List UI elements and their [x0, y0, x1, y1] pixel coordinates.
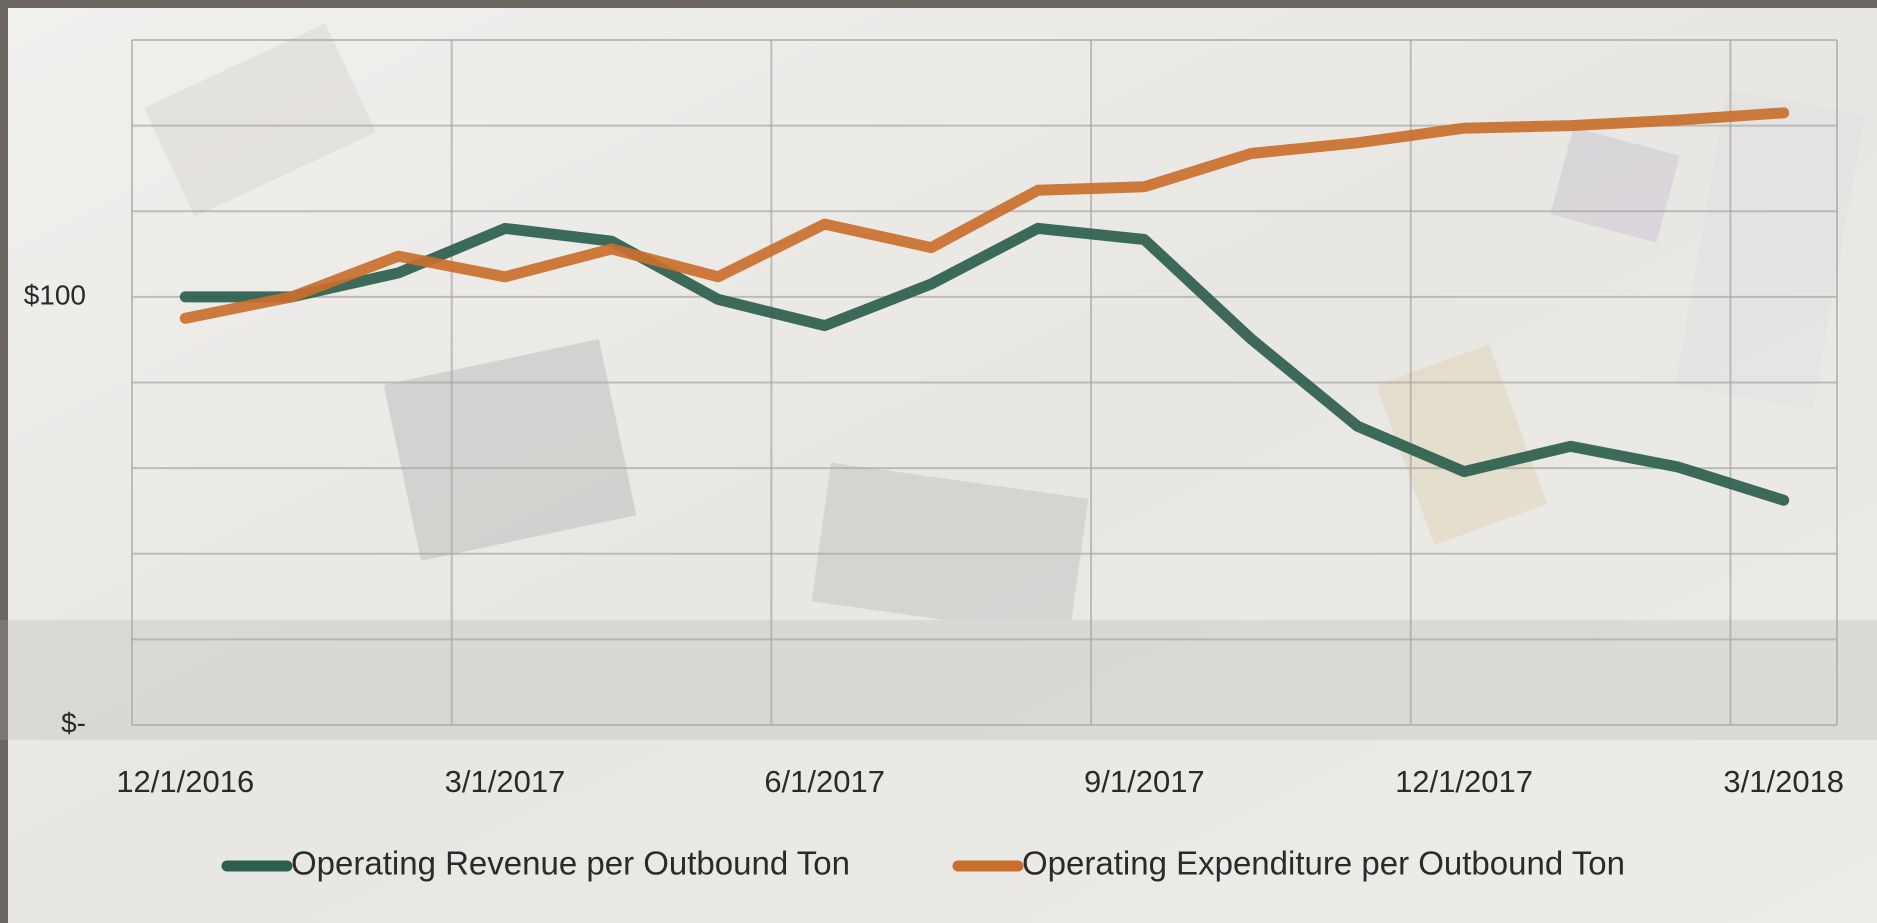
background — [8, 8, 1877, 923]
x-tick-label: 9/1/2017 — [1084, 764, 1205, 799]
y-tick-label: $- — [61, 707, 86, 738]
legend-label: Operating Revenue per Outbound Ton — [291, 845, 850, 882]
x-tick-label: 6/1/2017 — [764, 764, 885, 799]
legend-label: Operating Expenditure per Outbound Ton — [1022, 845, 1625, 882]
x-tick-label: 12/1/2016 — [116, 764, 254, 799]
axis-labels: $- $100 12/1/2016 3/1/2017 6/1/2017 9/1/2017 1… — [24, 279, 1844, 799]
overlay — [8, 8, 1877, 923]
legend: Operating Revenue per Outbound Ton Operat… — [221, 845, 1625, 882]
series-line — [179, 222, 1790, 506]
x-tick-label: 12/1/2017 — [1395, 764, 1533, 799]
x-tick-label: 3/1/2018 — [1723, 764, 1844, 799]
grid — [131, 39, 1838, 726]
plot — [179, 107, 1790, 506]
y-tick-label: $100 — [24, 279, 86, 310]
series-line — [179, 107, 1790, 324]
x-tick-label: 3/1/2017 — [445, 764, 566, 799]
